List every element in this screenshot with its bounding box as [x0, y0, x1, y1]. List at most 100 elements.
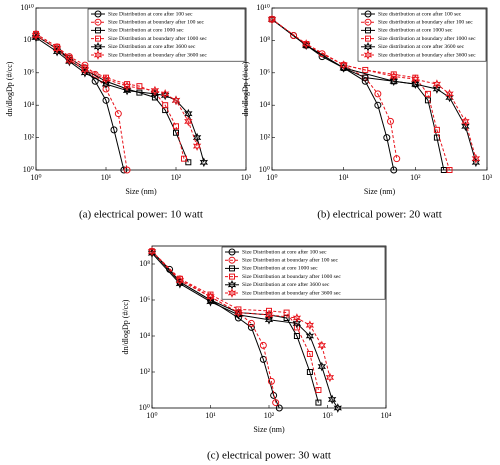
series-line — [151, 251, 331, 378]
x-tick-label: 10² — [264, 411, 275, 420]
legend — [357, 8, 487, 62]
caption: (a) electrical power: 10 watt — [79, 209, 203, 221]
marker — [432, 84, 442, 94]
series-line — [35, 33, 185, 159]
marker — [305, 331, 315, 341]
marker — [275, 404, 283, 412]
marker — [247, 319, 255, 327]
legend-label: Size Distribution at boundary after 100 … — [108, 18, 205, 25]
legend-label: Size Distribution at boundary after 1000… — [242, 273, 341, 280]
marker — [461, 121, 470, 132]
marker — [234, 307, 243, 318]
x-tick-label: 10¹ — [338, 173, 349, 182]
series-line — [271, 18, 477, 163]
y-tick-label: 10¹⁰ — [256, 3, 270, 12]
y-tick-label: 10² — [260, 132, 271, 141]
y-tick-label: 10⁰ — [23, 165, 34, 174]
y-tick-label: 10⁰ — [139, 403, 150, 412]
legend-label: Size distribution at boundary after 1000… — [378, 35, 476, 42]
marker — [318, 50, 326, 58]
y-tick-label: 10⁶ — [259, 68, 270, 77]
marker — [315, 399, 322, 406]
marker — [327, 394, 337, 405]
marker — [292, 313, 302, 323]
legend-marker — [93, 50, 103, 60]
marker — [31, 30, 41, 41]
marker — [445, 89, 454, 99]
marker — [305, 320, 315, 330]
marker — [333, 403, 342, 413]
marker — [147, 246, 157, 257]
marker — [283, 309, 290, 316]
legend-label: Size Distribution at core 1000 sec — [108, 28, 184, 34]
legend-marker — [228, 256, 236, 264]
legend-label: Size Distribution at core after 3600 sec — [242, 281, 330, 288]
y-tick-label: 10¹⁰ — [20, 3, 34, 12]
marker — [259, 341, 267, 349]
x-tick-label: 10³ — [322, 411, 333, 420]
marker — [65, 56, 74, 67]
x-axis-label: Size (nm) — [125, 187, 157, 196]
marker — [80, 65, 90, 75]
marker — [123, 166, 131, 174]
marker — [247, 323, 255, 331]
y-tick-label: 10⁴ — [23, 100, 34, 109]
marker — [292, 318, 302, 329]
legend-marker — [94, 18, 102, 26]
marker — [160, 89, 170, 99]
legend-marker — [364, 10, 372, 18]
marker — [122, 85, 132, 96]
marker — [160, 90, 170, 101]
y-axis-label: dn/dlogDp (#/cc) — [121, 299, 130, 354]
marker — [110, 126, 118, 134]
legend-label: Size distribution at core after 100 sec — [378, 10, 462, 17]
y-tick-label: 10⁶ — [139, 295, 150, 304]
chart: 10⁰ 10¹ 10² 10³ 10⁴ 10⁰ 10² 10⁴ 10⁶ 10⁸ Size (nm) d… — [121, 245, 392, 462]
series-line — [271, 18, 477, 159]
y-tick-label: 10⁸ — [23, 35, 34, 44]
legend-marker — [227, 288, 237, 298]
marker — [446, 167, 453, 173]
y-tick-label: 10⁴ — [139, 331, 150, 340]
marker — [114, 110, 122, 118]
x-tick-label: 10³ — [241, 173, 252, 182]
legend-marker — [229, 265, 235, 272]
marker — [433, 134, 440, 141]
marker — [101, 74, 111, 85]
marker — [302, 39, 311, 49]
marker — [184, 116, 193, 127]
x-axis-label: Size (nm) — [364, 187, 396, 196]
x-tick-label: 10⁰ — [146, 411, 157, 420]
legend-label: Size distribution at core 1000 sec — [378, 28, 453, 34]
marker — [65, 55, 74, 66]
x-tick-label: 10³ — [482, 173, 493, 182]
marker — [383, 134, 391, 142]
x-tick-label: 10¹ — [205, 411, 216, 420]
legend-label: Size Distribution at core after 3600 sec — [108, 43, 196, 50]
marker — [317, 340, 327, 351]
marker — [290, 32, 298, 40]
marker — [393, 155, 401, 163]
y-axis-label: dn/dlogDp (#/cc) — [5, 61, 14, 116]
marker — [432, 79, 442, 89]
legend-marker — [229, 273, 235, 280]
marker — [461, 116, 470, 127]
legend-label: Size Distribution at core 1000 sec — [242, 266, 318, 272]
legend-marker — [364, 18, 372, 26]
x-tick-label: 10¹ — [101, 173, 112, 182]
marker — [386, 117, 394, 125]
marker — [424, 90, 431, 97]
legend — [221, 246, 386, 300]
x-tick-label: 10⁰ — [30, 173, 41, 182]
marker — [302, 40, 311, 51]
legend-marker — [365, 27, 371, 34]
legend-marker — [365, 35, 371, 42]
marker — [433, 126, 440, 133]
marker — [102, 96, 110, 104]
marker — [206, 291, 215, 302]
legend-label: Size distribution at boundary after 3600… — [378, 51, 476, 58]
x-tick-label: 10⁰ — [266, 173, 277, 182]
marker — [374, 90, 382, 98]
marker — [162, 102, 169, 109]
